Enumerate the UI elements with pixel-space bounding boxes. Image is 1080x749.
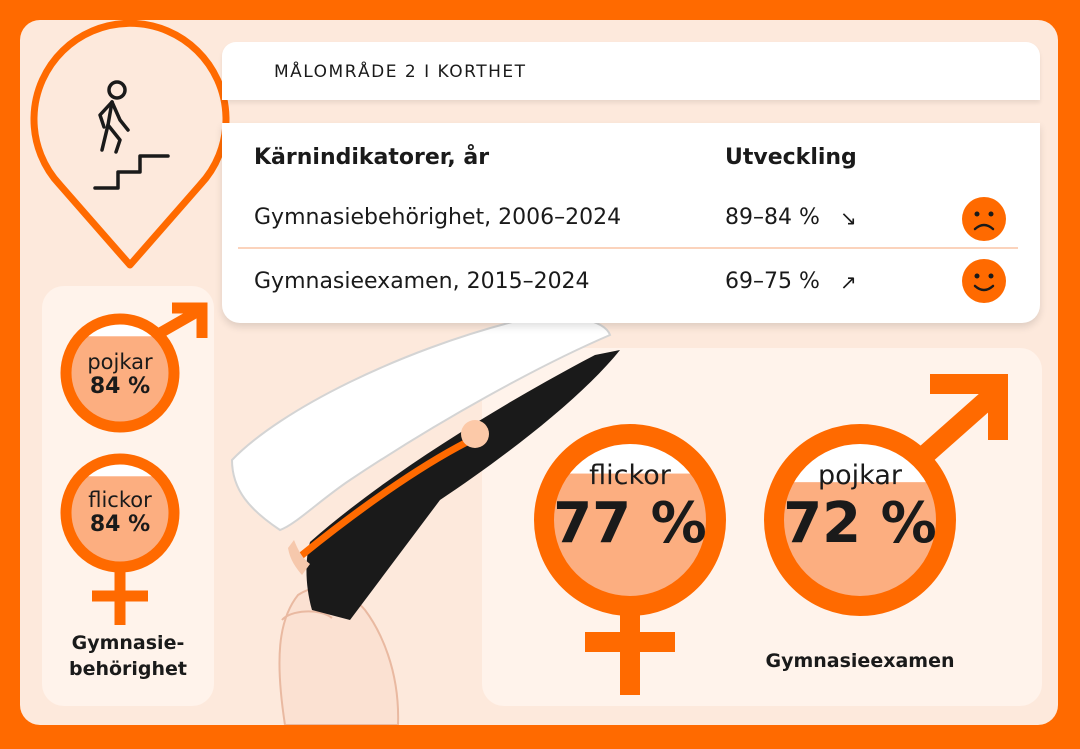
stat-label: pojkar (87, 350, 153, 374)
stat-value: 72 % (783, 491, 937, 556)
stat-label: flickor (88, 488, 152, 512)
stat-value: 84 % (89, 374, 151, 399)
sad-face-icon (962, 197, 1006, 241)
caption-line: behörighet (68, 658, 188, 680)
examen-boys-stat: pojkar 72 % (770, 460, 950, 556)
caption-line: Gymnasie- (71, 632, 185, 654)
indicator-table: Kärnindikatorer, år Utveckling Gymnasieb… (222, 123, 1040, 323)
examen-caption: Gymnasieexamen (765, 650, 955, 672)
behorighet-caption: Gymnasie- behörighet (54, 630, 202, 682)
examen-girls-stat: flickor 77 % (540, 460, 720, 556)
student-cap-illustration (230, 315, 620, 725)
stat-label: flickor (589, 460, 671, 491)
row-divider (238, 247, 1018, 249)
column-header-indicator: Kärnindikatorer, år (254, 145, 490, 170)
infographic-card: MÅLOMRÅDE 2 I KORTHET Kärnindikatorer, å… (20, 20, 1058, 725)
stat-label: pojkar (818, 460, 902, 491)
stat-value: 77 % (553, 491, 707, 556)
page-title: MÅLOMRÅDE 2 I KORTHET (274, 62, 527, 82)
trend-down-arrow-icon: ↘ (840, 206, 857, 230)
female-symbol-icon (60, 453, 180, 625)
happy-face-icon (962, 259, 1006, 303)
indicator-name: Gymnasiebehörighet, 2006–2024 (254, 205, 622, 230)
trend-value: 69–75 % (725, 269, 820, 294)
header-bar: MÅLOMRÅDE 2 I KORTHET (222, 42, 1040, 100)
male-symbol-icon (764, 374, 1008, 616)
stairs-walker-icon (93, 80, 170, 190)
behorighet-boys-stat: pojkar 84 % (66, 350, 174, 399)
trend-up-arrow-icon: ↗ (840, 270, 857, 294)
indicator-name: Gymnasieexamen, 2015–2024 (254, 269, 590, 294)
female-symbol-icon (534, 424, 726, 695)
behorighet-girls-stat: flickor 84 % (66, 488, 174, 537)
stat-value: 84 % (89, 512, 151, 537)
male-symbol-icon (60, 302, 208, 433)
column-header-trend: Utveckling (725, 145, 857, 170)
trend-value: 89–84 % (725, 205, 820, 230)
gender-symbols (60, 302, 1008, 695)
